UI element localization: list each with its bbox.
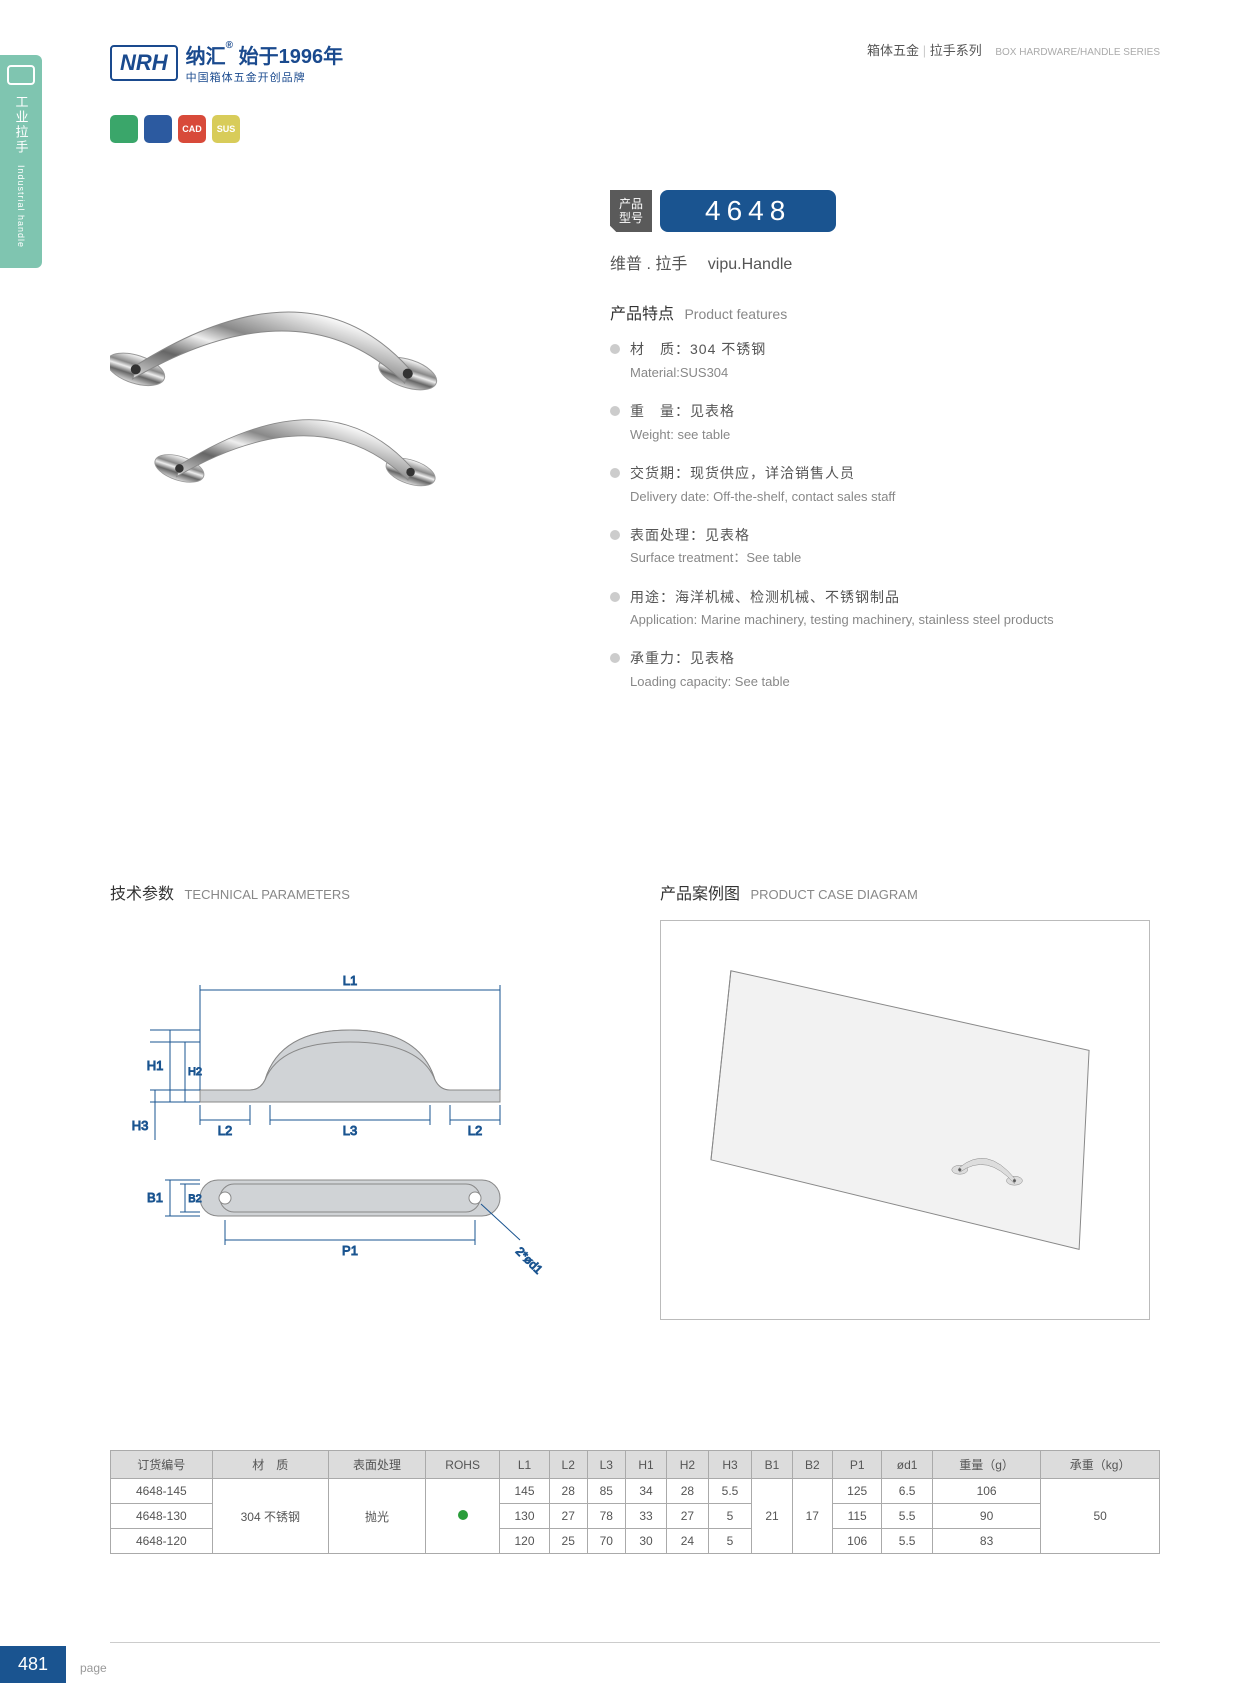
case-diagram-box: [660, 920, 1150, 1320]
table-header-cell: ød1: [882, 1451, 933, 1479]
table-header-cell: L2: [549, 1451, 587, 1479]
side-tab: 工业拉手 Industrial handle: [0, 55, 42, 268]
table-header-cell: 承重（kg）: [1041, 1451, 1160, 1479]
footer-rule: [110, 1642, 1160, 1643]
feature-item: 用途：海洋机械、检测机械、不锈钢制品Application: Marine ma…: [610, 586, 1130, 632]
svg-text:2*ød1: 2*ød1: [513, 1244, 546, 1277]
header: NRH 纳汇® 始于1996年 中国箱体五金开创品牌 箱体五金 | 拉手系列 B…: [110, 40, 1160, 85]
brand-tagline: 中国箱体五金开创品牌: [186, 69, 343, 85]
svg-text:H2: H2: [188, 1066, 202, 1078]
svg-text:H3: H3: [132, 1118, 149, 1133]
reg-mark: ®: [226, 40, 233, 51]
header-right: 箱体五金 | 拉手系列 BOX HARDWARE/HANDLE SERIES: [867, 40, 1160, 59]
badge-sus-icon: SUS: [212, 115, 240, 143]
table-header-cell: B2: [792, 1451, 832, 1479]
page-label: page: [80, 1661, 107, 1675]
feature-item: 材 质：304 不锈钢Material:SUS304: [610, 338, 1130, 384]
product-subtitle: 维普 . 拉手 vipu.Handle: [610, 250, 792, 274]
brand-since: 始于1996年: [239, 46, 344, 68]
badge-eco-icon: [110, 115, 138, 143]
logo-block: NRH 纳汇® 始于1996年 中国箱体五金开创品牌: [110, 40, 343, 85]
technical-diagram: L1 L2 L2 L3 H1 H2 H3 P1 B1 B2 2*ød1: [110, 950, 550, 1290]
table-header-cell: P1: [832, 1451, 881, 1479]
side-tab-en: Industrial handle: [16, 165, 26, 248]
side-tab-icon: [7, 65, 35, 85]
table-header-cell: H2: [667, 1451, 708, 1479]
table-header-cell: ROHS: [425, 1451, 499, 1479]
svg-text:L1: L1: [343, 973, 357, 988]
hdr-cat-2: 拉手系列: [930, 43, 982, 58]
spec-table: 订货编号材 质表面处理ROHSL1L2L3H1H2H3B1B2P1ød1重量（g…: [110, 1450, 1160, 1554]
table-row: 4648-145304 不锈钢抛光145288534285.521171256.…: [111, 1479, 1160, 1504]
logo-text: 纳汇® 始于1996年 中国箱体五金开创品牌: [186, 40, 343, 85]
table-header-cell: H3: [708, 1451, 752, 1479]
case-diagram-title: 产品案例图 PRODUCT CASE DIAGRAM: [660, 880, 918, 904]
feature-item: 重 量：见表格Weight: see table: [610, 400, 1130, 446]
table-header-cell: 材 质: [212, 1451, 328, 1479]
feature-item: 交货期：现货供应，详洽销售人员Delivery date: Off-the-sh…: [610, 462, 1130, 508]
features-block: 产品特点 Product features 材 质：304 不锈钢Materia…: [610, 300, 1130, 709]
features-title: 产品特点 Product features: [610, 300, 1130, 324]
model-row: 产品 型号 4648: [610, 190, 836, 232]
svg-text:B2: B2: [188, 1193, 201, 1205]
badge-tool-icon: [144, 115, 172, 143]
feature-item: 表面处理：见表格Surface treatment：See table: [610, 524, 1130, 570]
hdr-cat-en: BOX HARDWARE/HANDLE SERIES: [995, 47, 1160, 58]
model-label: 产品 型号: [610, 190, 652, 232]
table-header-cell: B1: [752, 1451, 792, 1479]
svg-text:H1: H1: [147, 1058, 164, 1073]
side-tab-cn: 工业拉手: [12, 95, 31, 155]
svg-text:L3: L3: [343, 1123, 357, 1138]
logo-abbr: NRH: [110, 45, 178, 81]
tech-params-title: 技术参数 TECHNICAL PARAMETERS: [110, 880, 350, 904]
badge-cad-icon: CAD: [178, 115, 206, 143]
svg-text:L2: L2: [218, 1123, 232, 1138]
model-number: 4648: [660, 190, 836, 232]
svg-text:P1: P1: [342, 1243, 358, 1258]
brand-cn: 纳汇: [186, 46, 226, 68]
product-image: [110, 210, 530, 550]
table-header-cell: 重量（g）: [932, 1451, 1040, 1479]
table-header-cell: 订货编号: [111, 1451, 213, 1479]
table-header-cell: 表面处理: [328, 1451, 425, 1479]
hdr-cat-1: 箱体五金: [867, 43, 919, 58]
svg-text:B1: B1: [147, 1190, 163, 1205]
page-number: 481: [0, 1646, 66, 1683]
table-header-cell: L3: [587, 1451, 625, 1479]
feature-item: 承重力：见表格Loading capacity: See table: [610, 647, 1130, 693]
table-header-cell: H1: [625, 1451, 666, 1479]
badge-row: CAD SUS: [110, 115, 240, 143]
table-header-cell: L1: [500, 1451, 549, 1479]
svg-text:L2: L2: [468, 1123, 482, 1138]
